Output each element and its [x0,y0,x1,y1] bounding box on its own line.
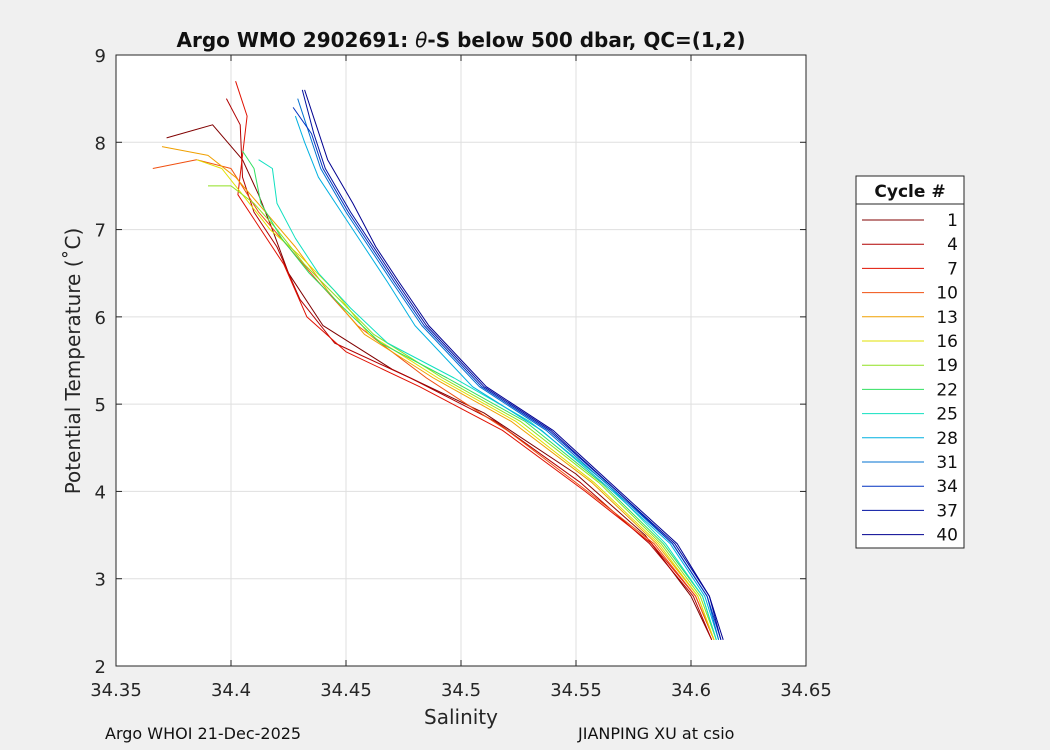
legend-label-22: 22 [936,380,958,400]
series-line-cycle-34 [292,107,722,640]
legend-label-28: 28 [936,429,958,449]
y-tick-label: 8 [95,133,106,154]
y-tick-label: 4 [95,482,106,503]
legend-label-25: 25 [936,405,958,425]
legend-label-19: 19 [936,356,958,376]
legend-label-31: 31 [936,453,958,473]
series-line-cycle-28 [294,115,720,640]
y-tick-label: 2 [95,657,106,678]
title-prefix: Argo WMO 2902691: [177,28,416,52]
title-theta: θ [415,28,427,52]
x-axis-label: Salinity [424,705,498,729]
series-line-cycle-13 [161,146,715,640]
series-line-cycle-40 [304,89,724,640]
legend-label-10: 10 [936,284,958,304]
x-tick-label: 34.45 [320,680,372,701]
footer-left: Argo WHOI 21-Dec-2025 [105,724,302,743]
y-tick-label: 9 [95,46,106,67]
series-layer [152,81,724,641]
series-line-cycle-25 [258,159,717,640]
legend-label-34: 34 [936,477,958,497]
series-line-cycle-7 [235,81,715,640]
x-tick-label: 34.6 [671,680,711,701]
legend-label-4: 4 [947,235,958,255]
y-tick-label: 6 [95,308,106,329]
title-suffix: -S below 500 dbar, QC=(1,2) [427,28,745,52]
legend-label-40: 40 [936,526,958,546]
legend-label-13: 13 [936,308,958,328]
series-line-cycle-19 [208,185,717,640]
legend: Cycle # 1 4 7 10 13 16 19 22 25 28 31 34 37 40 [855,175,965,549]
legend-label-1: 1 [947,211,958,231]
series-line-cycle-4 [225,98,713,640]
legend-label-16: 16 [936,332,958,352]
x-tick-label: 34.55 [550,680,602,701]
legend-entries: 1 4 7 10 13 16 19 22 25 28 31 34 37 40 [862,211,958,546]
chart-title: Argo WMO 2902691: θ-S below 500 dbar, QC… [177,28,746,52]
y-tick-label: 5 [95,395,106,416]
x-tick-label: 34.65 [780,680,832,701]
ticks: 34.35 34.4 34.45 34.5 34.55 34.6 34.65 2 3 4 5 6 7 8 9 [90,46,832,701]
footer-right: JIANPING XU at csio [578,724,735,743]
y-axis-label: Potential Temperature (˚C) [61,228,85,495]
legend-label-7: 7 [947,259,958,279]
legend-title: Cycle # [874,182,945,202]
series-line-cycle-37 [301,89,722,640]
x-tick-label: 34.4 [211,680,251,701]
y-tick-label: 3 [95,570,106,591]
x-tick-label: 34.35 [90,680,142,701]
y-tick-label: 7 [95,221,106,242]
series-line-cycle-22 [242,150,717,640]
legend-label-37: 37 [936,501,958,521]
x-tick-label: 34.5 [441,680,481,701]
